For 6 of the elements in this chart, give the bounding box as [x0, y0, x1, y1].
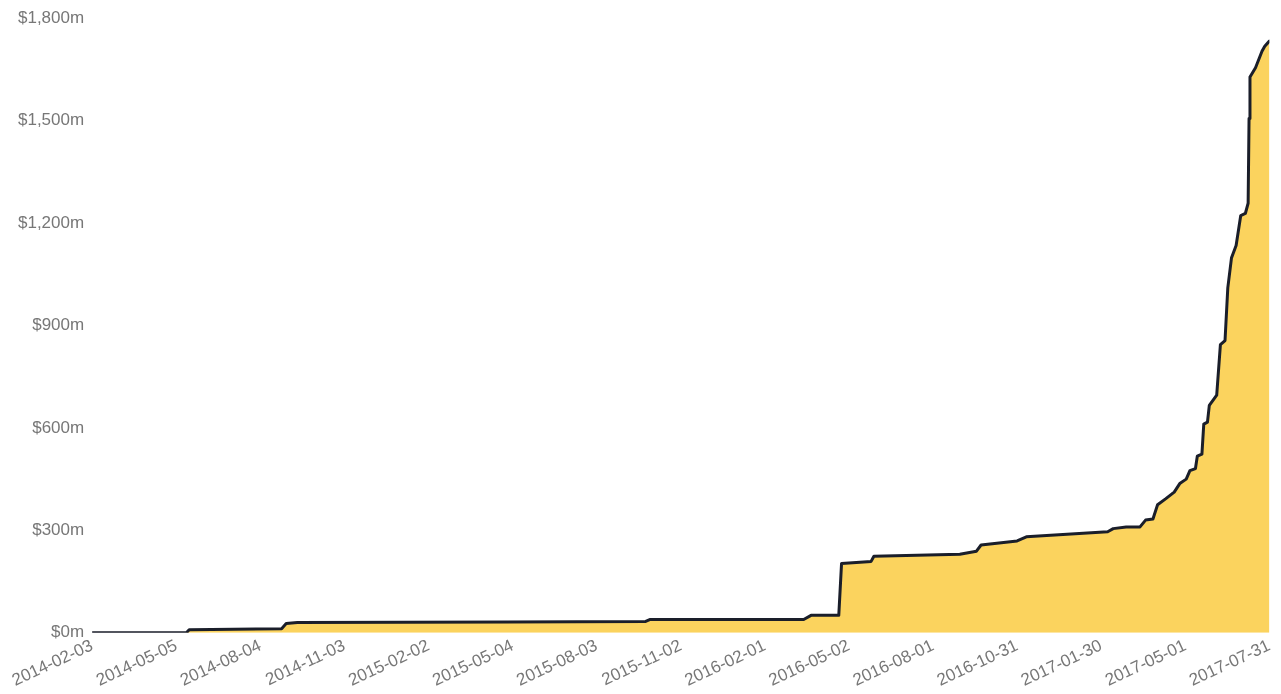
y-tick-label: $1,500m	[17, 110, 85, 130]
y-tick-label: $900m	[32, 315, 85, 335]
y-tick-label: $300m	[32, 520, 85, 540]
y-tick-label: $1,800m	[17, 7, 85, 27]
y-tick-label: $600m	[32, 417, 85, 437]
y-tick-label: $1,200m	[17, 212, 85, 232]
